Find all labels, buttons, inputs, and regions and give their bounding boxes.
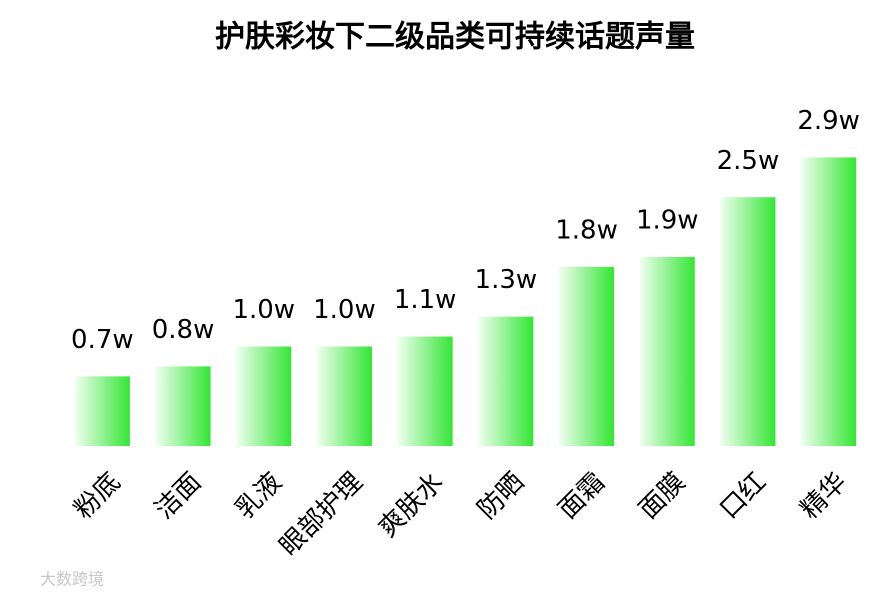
bar [236, 346, 292, 446]
chart-title: 护肤彩妆下二级品类可持续话题声量 [215, 20, 695, 55]
value-label: 2.9w [797, 106, 860, 136]
bar [478, 316, 534, 446]
x-tick-label: 精华 [795, 467, 853, 525]
x-tick-label: 粉底 [69, 467, 127, 525]
value-label: 2.5w [717, 146, 780, 176]
x-tick-label: 面霜 [553, 467, 611, 525]
bar [639, 256, 695, 446]
bar [316, 346, 372, 446]
x-tick-label: 眼部护理 [274, 467, 369, 562]
watermark: 大数跨境 [40, 570, 104, 589]
bar [74, 376, 130, 446]
x-tick-label: 爽肤水 [373, 467, 449, 543]
x-tick-label: 面膜 [634, 467, 692, 525]
x-tick-label: 防晒 [472, 467, 530, 525]
x-tick-label: 洁面 [149, 467, 207, 525]
bar [801, 157, 857, 446]
x-tick-label: 口红 [714, 467, 772, 525]
value-label: 1.0w [232, 295, 295, 325]
x-tick-label: 乳液 [230, 467, 288, 525]
value-label: 0.7w [71, 325, 134, 355]
value-label: 0.8w [152, 315, 215, 345]
value-label: 1.0w [313, 295, 376, 325]
bar [559, 266, 615, 446]
bar [155, 366, 211, 446]
value-label: 1.3w [475, 265, 538, 295]
bar [397, 336, 453, 446]
value-label: 1.1w [394, 285, 457, 315]
value-label: 1.9w [636, 205, 699, 235]
bar [720, 197, 776, 446]
value-label: 1.8w [555, 215, 618, 245]
